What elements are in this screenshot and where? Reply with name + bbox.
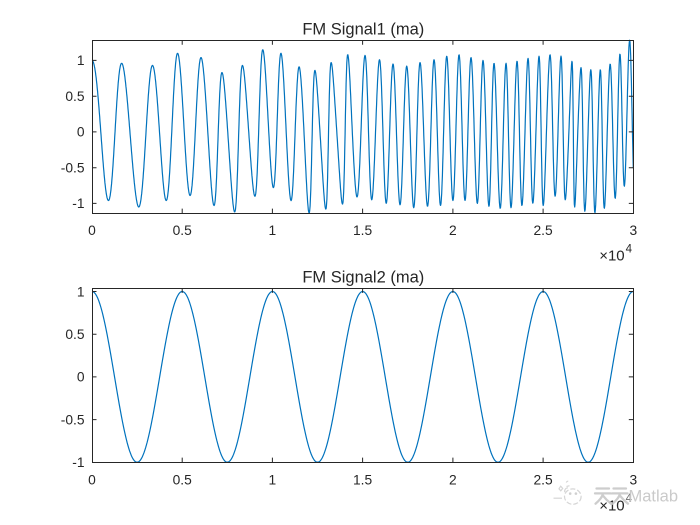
svg-text:-1: -1 (72, 196, 84, 211)
svg-text:0.5: 0.5 (173, 223, 193, 238)
svg-text:0: 0 (88, 223, 96, 238)
svg-text:2.5: 2.5 (534, 223, 554, 238)
svg-text:1.5: 1.5 (353, 223, 373, 238)
svg-text:0.5: 0.5 (173, 472, 193, 487)
svg-text:3: 3 (629, 472, 637, 487)
svg-text:-0.5: -0.5 (61, 161, 85, 176)
svg-text:Matlab: Matlab (629, 488, 679, 506)
svg-text:×104: ×104 (599, 243, 632, 264)
svg-text:0.5: 0.5 (65, 327, 85, 342)
svg-text:2.5: 2.5 (534, 472, 554, 487)
svg-text:0: 0 (88, 472, 96, 487)
svg-text:1: 1 (77, 284, 85, 299)
svg-text:1: 1 (269, 223, 277, 238)
svg-text:0: 0 (77, 370, 85, 385)
svg-text:-0.5: -0.5 (61, 412, 85, 427)
svg-text:2: 2 (449, 472, 457, 487)
svg-text:1.5: 1.5 (353, 472, 373, 487)
svg-text:0.5: 0.5 (65, 89, 85, 104)
svg-text:1: 1 (269, 472, 277, 487)
svg-text:0: 0 (77, 125, 85, 140)
svg-text:×104: ×104 (599, 493, 632, 514)
svg-text:1: 1 (77, 53, 85, 68)
svg-text:3: 3 (629, 223, 637, 238)
svg-text:FM Signal1 (ma): FM Signal1 (ma) (302, 21, 424, 39)
svg-text:2: 2 (449, 223, 457, 238)
svg-text:-1: -1 (72, 455, 84, 470)
svg-text:FM Signal2 (ma): FM Signal2 (ma) (302, 269, 424, 287)
